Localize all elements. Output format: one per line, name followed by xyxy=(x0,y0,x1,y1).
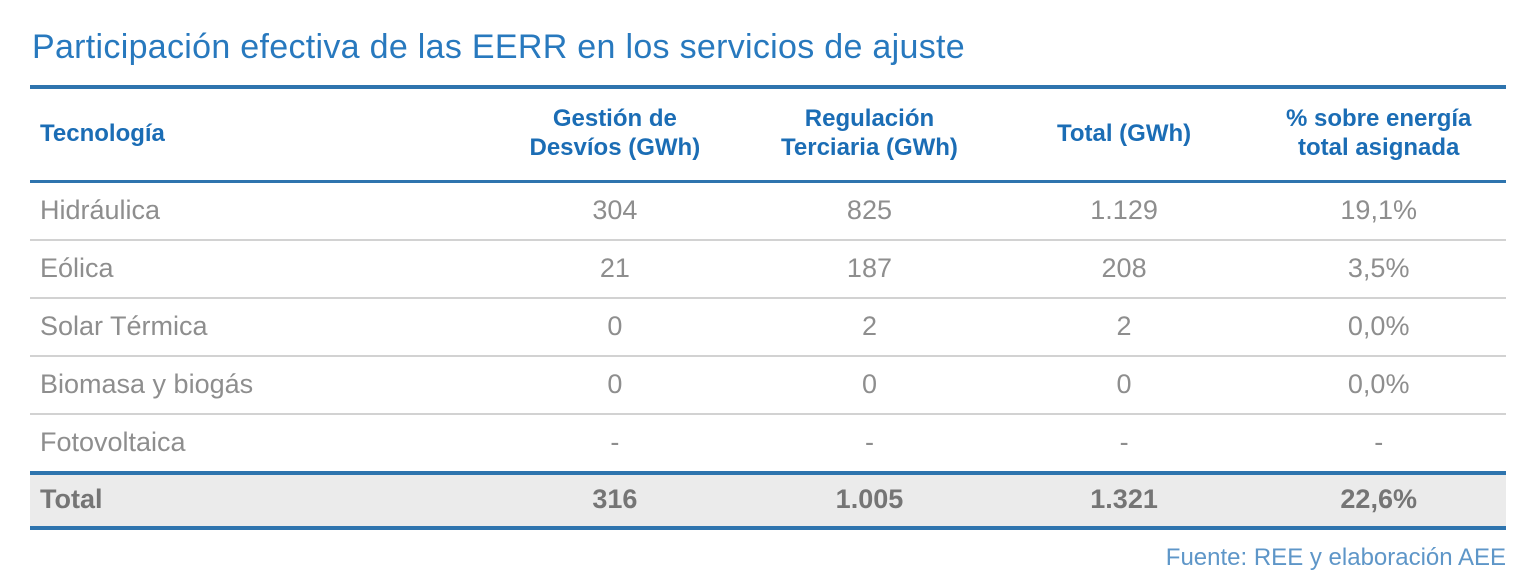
table-row-fotovoltaica: Fotovoltaica - - - - xyxy=(30,414,1506,473)
cell-tecnologia: Eólica xyxy=(30,239,488,299)
table-row-biomasa-biogas: Biomasa y biogás 0 0 0 0,0% xyxy=(30,355,1506,415)
cell-regulacion-terciaria: - xyxy=(864,426,874,457)
table-total-row: Total 316 1.005 1.321 22,6% xyxy=(30,470,1506,530)
cell-gestion-desvios: 0 xyxy=(487,297,743,357)
cell-regulacion-terciaria: 825 xyxy=(742,181,997,241)
cell-pct: 3,5% xyxy=(1251,239,1506,299)
cell-pct: - xyxy=(1374,426,1384,457)
cell-tecnologia: Hidráulica xyxy=(30,181,488,241)
column-header-pct-energia-asignada: % sobre energía total asignada xyxy=(1251,84,1506,183)
cell-tecnologia: Biomasa y biogás xyxy=(30,355,488,415)
cell-total: - xyxy=(1119,426,1129,457)
cell-pct: 0,0% xyxy=(1251,355,1506,415)
eerr-participation-table: Tecnología Gestión de Desvíos (GWh) Regu… xyxy=(30,84,1506,530)
table-header-row: Tecnología Gestión de Desvíos (GWh) Regu… xyxy=(30,84,1506,183)
column-header-total-gwh: Total (GWh) xyxy=(996,84,1252,183)
table-row-solar-termica: Solar Térmica 0 2 2 0,0% xyxy=(30,297,1506,357)
cell-regulacion-terciaria: 2 xyxy=(742,297,997,357)
cell-pct: 19,1% xyxy=(1251,181,1506,241)
cell-tecnologia: Fotovoltaica xyxy=(40,426,186,457)
table-row-hidraulica: Hidráulica 304 825 1.129 19,1% xyxy=(30,181,1506,241)
total-pct: 22,6% xyxy=(1251,470,1506,530)
total-regulacion-terciaria: 1.005 xyxy=(742,470,997,530)
total-total-gwh: 1.321 xyxy=(996,470,1252,530)
column-header-regulacion-terciaria: Regulación Terciaria (GWh) xyxy=(742,84,997,183)
cell-gestion-desvios: 21 xyxy=(487,239,743,299)
total-label: Total xyxy=(30,470,488,530)
cell-total: 1.129 xyxy=(996,181,1252,241)
cell-gestion-desvios: 0 xyxy=(487,355,743,415)
column-header-gestion-desvios: Gestión de Desvíos (GWh) xyxy=(487,84,743,183)
page-title: Participación efectiva de las EERR en lo… xyxy=(32,28,965,66)
table-row-eolica: Eólica 21 187 208 3,5% xyxy=(30,239,1506,299)
source-note: Fuente: REE y elaboración AEE xyxy=(1165,543,1506,571)
cell-tecnologia: Solar Térmica xyxy=(30,297,488,357)
cell-regulacion-terciaria: 187 xyxy=(742,239,997,299)
cell-gestion-desvios: 304 xyxy=(487,181,743,241)
cell-total: 208 xyxy=(996,239,1252,299)
cell-total: 0 xyxy=(996,355,1252,415)
cell-pct: 0,0% xyxy=(1251,297,1506,357)
cell-regulacion-terciaria: 0 xyxy=(742,355,997,415)
total-gestion-desvios: 316 xyxy=(487,470,743,530)
cell-gestion-desvios: - xyxy=(610,426,620,457)
cell-total: 2 xyxy=(996,297,1252,357)
column-header-tecnologia: Tecnología xyxy=(30,84,488,183)
